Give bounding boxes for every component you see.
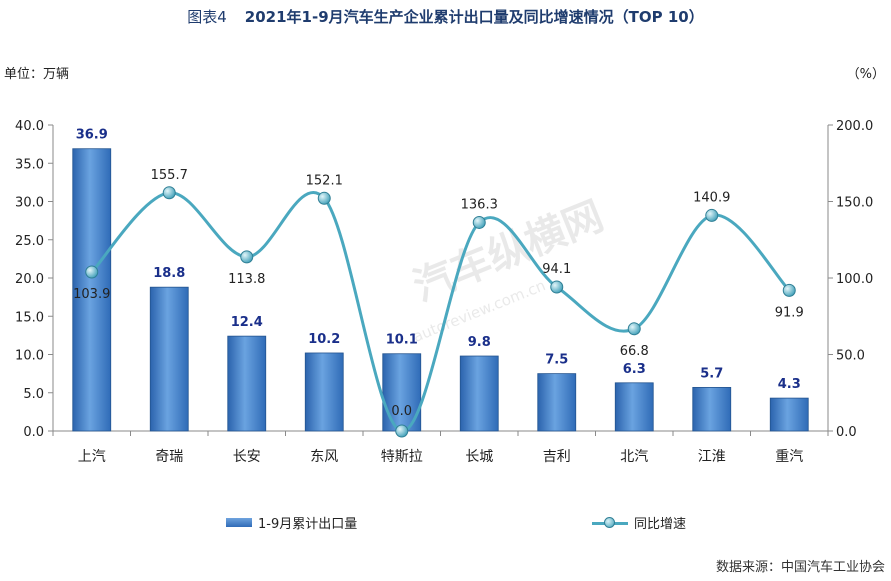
left-axis-tick-label: 40.0 xyxy=(15,119,44,134)
bar-上汽 xyxy=(72,148,112,432)
growth-point-长安 xyxy=(240,250,254,264)
figure-number: 图表4 xyxy=(187,8,227,26)
growth-value-label: 66.8 xyxy=(620,344,649,359)
left-axis-tick-label: 15.0 xyxy=(15,310,44,325)
left-axis-tick-label: 5.0 xyxy=(23,387,44,402)
bar-北汽 xyxy=(614,382,654,432)
x-axis-category-label: 上汽 xyxy=(78,449,106,465)
growth-value-label: 155.7 xyxy=(151,168,188,183)
x-axis-category-label: 奇瑞 xyxy=(155,448,183,465)
x-axis-category-label: 重汽 xyxy=(775,449,803,465)
right-axis-tick-label: 200.0 xyxy=(836,119,873,134)
growth-value-label: 94.1 xyxy=(542,262,571,277)
growth-value-label: 136.3 xyxy=(461,197,498,212)
growth-value-label: 91.9 xyxy=(775,305,804,320)
right-axis-tick-label: 100.0 xyxy=(836,272,873,287)
bar-value-label: 6.3 xyxy=(623,362,646,377)
left-axis-tick-label: 35.0 xyxy=(15,157,44,172)
bar-value-label: 18.8 xyxy=(153,266,185,281)
left-axis-tick-label: 25.0 xyxy=(15,234,44,249)
x-axis-category-label: 北汽 xyxy=(620,449,648,465)
x-axis-category-label: 江淮 xyxy=(698,449,726,465)
bar-value-label: 10.1 xyxy=(386,333,418,348)
left-axis-tick-label: 30.0 xyxy=(15,196,44,211)
growth-point-江淮 xyxy=(705,208,719,222)
legend-label-line: 同比增速 xyxy=(634,517,687,532)
legend-item-line: 同比增速 xyxy=(592,513,686,532)
growth-point-特斯拉 xyxy=(395,424,409,438)
growth-line xyxy=(90,191,791,433)
bar-奇瑞 xyxy=(149,286,189,432)
growth-point-重汽 xyxy=(782,283,796,297)
legend-line-swatch xyxy=(592,516,628,529)
left-axis-unit: 单位：万辆 xyxy=(4,67,70,82)
growth-value-label: 0.0 xyxy=(391,404,412,419)
growth-value-label: 152.1 xyxy=(306,173,343,188)
right-axis-unit: （%） xyxy=(846,67,885,82)
legend-bar-swatch xyxy=(226,518,252,527)
data-source: 数据来源：中国汽车工业协会 xyxy=(715,560,885,575)
bar-value-label: 12.4 xyxy=(231,315,263,330)
x-axis-category-label: 特斯拉 xyxy=(381,449,423,465)
growth-value-label: 113.8 xyxy=(228,272,265,287)
chart-title: 图表4 2021年1-9月汽车生产企业累计出口量及同比增速情况（TOP 10） xyxy=(0,6,891,27)
bar-长城 xyxy=(459,355,499,432)
x-axis-category-label: 东风 xyxy=(310,449,338,465)
bar-重汽 xyxy=(769,397,809,432)
bar-value-label: 10.2 xyxy=(308,332,340,347)
bar-value-label: 5.7 xyxy=(700,366,723,381)
right-axis-tick-label: 50.0 xyxy=(836,349,865,364)
bar-value-label: 9.8 xyxy=(468,335,491,350)
growth-point-吉利 xyxy=(550,280,564,294)
bar-value-label: 7.5 xyxy=(545,353,568,368)
x-axis-category-label: 长城 xyxy=(465,449,493,465)
bar-东风 xyxy=(304,352,344,432)
growth-point-长城 xyxy=(472,215,486,229)
left-axis-tick-label: 10.0 xyxy=(15,349,44,364)
left-axis-tick-label: 0.0 xyxy=(23,425,44,440)
growth-value-label: 140.9 xyxy=(693,190,730,205)
bar-长安 xyxy=(227,335,267,432)
legend-item-bars: 1-9月累计出口量 xyxy=(226,513,357,532)
growth-point-奇瑞 xyxy=(162,186,176,200)
bar-吉利 xyxy=(537,373,577,432)
left-axis-tick-label: 20.0 xyxy=(15,272,44,287)
growth-point-北汽 xyxy=(627,322,641,336)
growth-point-东风 xyxy=(317,191,331,205)
bar-value-label: 36.9 xyxy=(76,128,108,143)
right-axis-tick-label: 150.0 xyxy=(836,196,873,211)
bar-value-label: 4.3 xyxy=(778,377,801,392)
x-axis-category-label: 长安 xyxy=(233,449,261,465)
figure-title: 2021年1-9月汽车生产企业累计出口量及同比增速情况（TOP 10） xyxy=(244,8,704,26)
watermark: 汽车纵横网 autoreview.com.cn xyxy=(407,193,610,346)
right-axis-tick-label: 0.0 xyxy=(836,425,857,440)
growth-point-上汽 xyxy=(85,265,99,279)
growth-value-label: 103.9 xyxy=(73,287,110,302)
legend-label-bars: 1-9月累计出口量 xyxy=(258,517,358,532)
x-axis-category-label: 吉利 xyxy=(543,449,571,465)
bar-江淮 xyxy=(692,386,732,432)
